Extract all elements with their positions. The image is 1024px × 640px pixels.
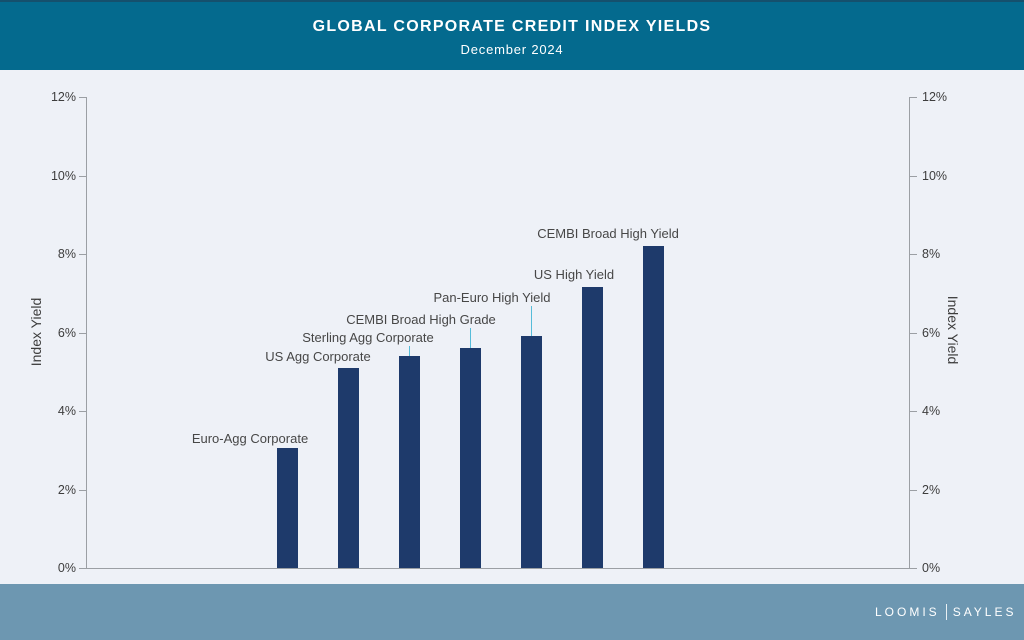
y-tick-label-right: 6% [922,325,941,340]
leader-line [408,346,410,357]
bar-label: CEMBI Broad High Yield [537,226,679,241]
header-banner: GLOBAL CORPORATE CREDIT INDEX YIELDS Dec… [0,0,1024,70]
y-tick-label-left: 4% [57,404,76,418]
y-tick-mark-left [79,489,86,491]
y-tick-mark-right [910,568,917,569]
y-tick-mark-right [910,332,917,334]
y-tick-label-right: 0% [922,561,941,575]
y-tick-label-left: 6% [57,325,76,340]
y-tick-mark-right [910,411,917,412]
bar [337,367,359,568]
y-tick-mark-left [79,411,86,412]
brand-wordmark: LOOMIS SAYLES [875,584,1017,640]
bar-label: US High Yield [533,267,615,282]
chart-area: Index Yield Index Yield 0% 0% 2% 2% 4% 4% 6% 6%… [28,90,961,575]
leader-line [469,328,471,349]
y-tick-mark-left [79,332,86,334]
y-tick-label-left: 8% [57,247,76,261]
bar-label: Euro-Agg Corporate [191,431,309,446]
y-tick-label-right: 12% [922,90,948,104]
y-tick-mark-right [910,175,917,177]
brand-divider [945,604,947,620]
y-tick-label-left: 0% [57,561,76,575]
bar [459,348,481,568]
footer-banner: LOOMIS SAYLES [0,584,1024,640]
chart-title: GLOBAL CORPORATE CREDIT INDEX YIELDS [312,17,712,35]
y-tick-label-left: 2% [57,482,76,497]
y-axis-left [86,97,87,568]
bar-label: Pan-Euro High Yield [433,290,551,305]
brand-loomis: LOOMIS [875,605,940,619]
bar [581,287,603,568]
x-axis [79,568,917,569]
y-tick-mark-right [910,489,917,491]
y-tick-label-left: 10% [50,168,76,183]
bar-label: Sterling Agg Corporate [302,330,434,345]
y-tick-label-right: 8% [922,247,941,261]
y-tick-mark-left [79,568,86,569]
leader-line [530,306,532,337]
y-tick-mark-left [79,97,86,98]
bar [520,336,542,568]
bar-label: CEMBI Broad High Grade [346,312,496,327]
y-tick-mark-right [910,254,917,255]
brand-sayles: SAYLES [952,605,1017,619]
y-tick-mark-left [79,175,86,177]
bar [276,448,298,568]
y-tick-label-right: 2% [922,482,941,497]
y-tick-label-right: 4% [922,404,941,418]
y-tick-label-left: 12% [50,90,76,104]
y-tick-label-right: 10% [922,168,948,183]
bar-label: US Agg Corporate [265,349,371,364]
chart-subtitle: December 2024 [460,41,564,57]
bar [398,356,420,568]
y-tick-mark-right [910,97,917,98]
y-axis-right [909,97,910,568]
bar [642,246,664,568]
y-tick-mark-left [79,254,86,255]
